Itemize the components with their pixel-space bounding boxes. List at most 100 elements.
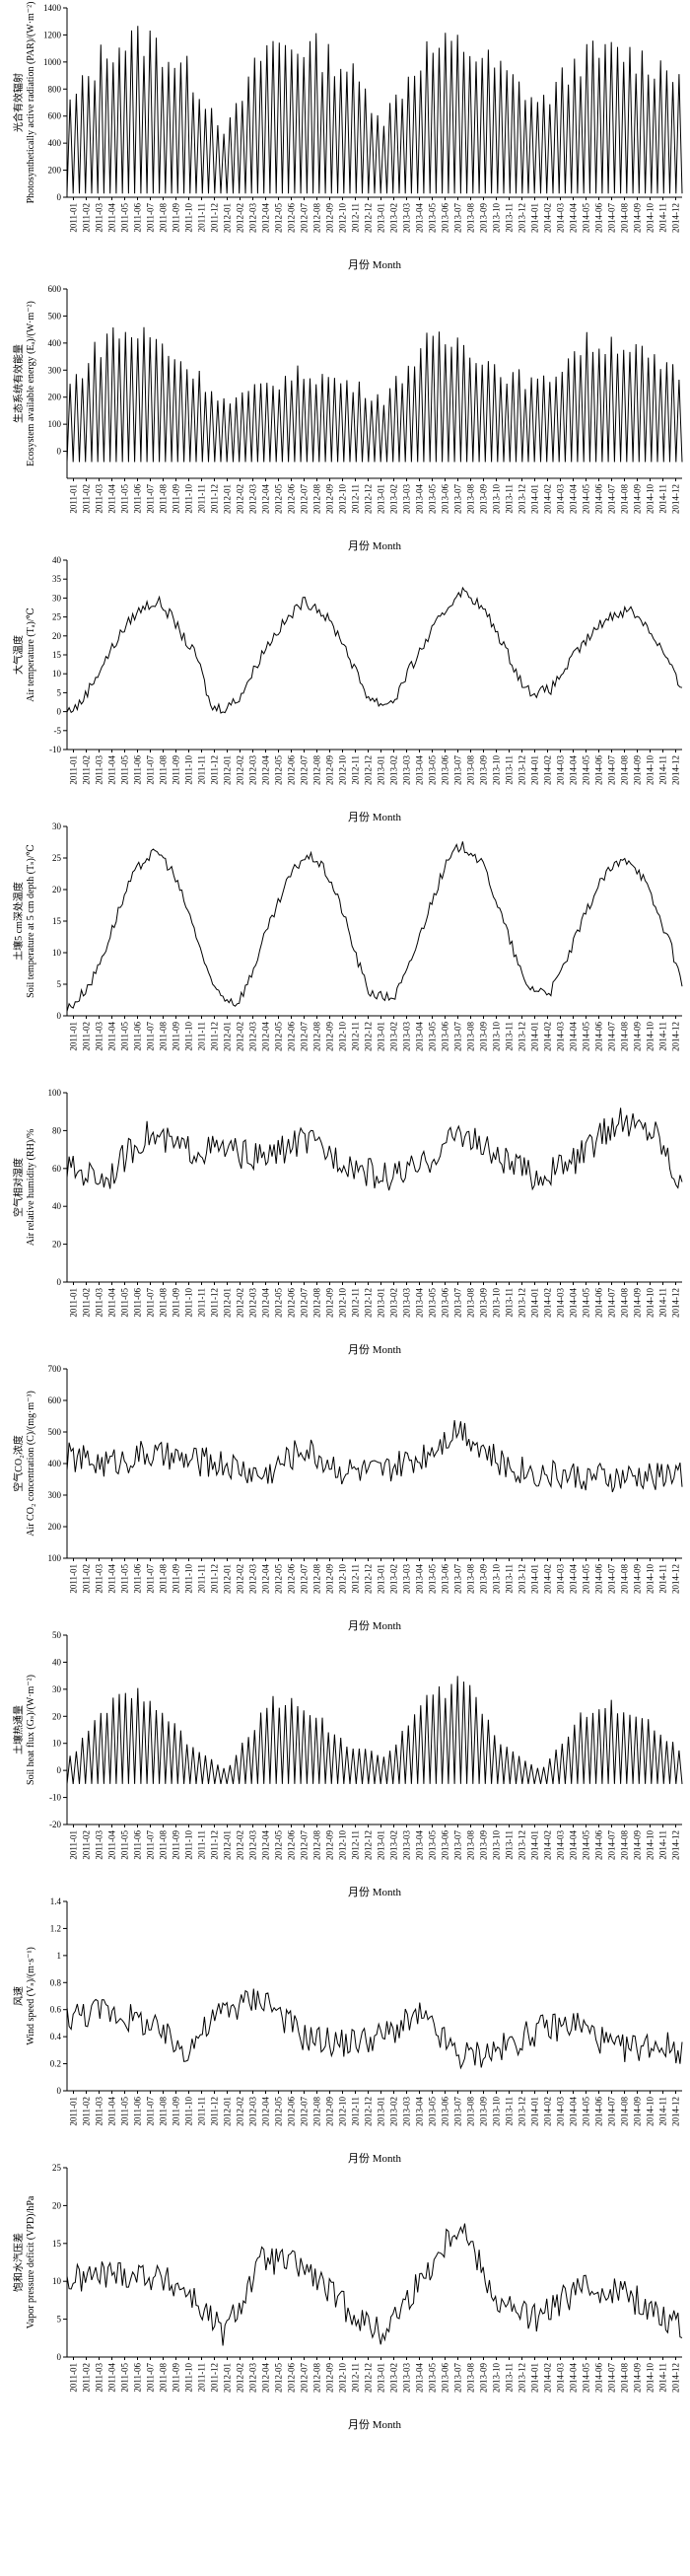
y-tick-label: 15 [52,916,62,926]
x-tick-label: 2013-06 [441,1830,450,1860]
x-tick-label: 2014-04 [569,203,579,233]
y-tick-label: 1.4 [50,1896,62,1906]
x-label: 月份 Month [348,258,402,271]
x-tick-label: 2012-09 [325,484,335,514]
x-tick-label: 2011-09 [172,484,181,514]
x-tick-label: 2014-10 [646,203,656,233]
x-tick-label: 2013-08 [466,1564,476,1594]
x-tick-label: 2014-05 [582,203,591,233]
x-tick-label: 2014-06 [594,755,604,785]
x-tick-label: 2011-06 [133,2097,143,2126]
series-line [66,1988,683,2070]
y-tick-label: 600 [48,1395,62,1405]
x-tick-label: 2012-06 [287,1022,297,1051]
x-tick-label: 2012-04 [261,1288,271,1318]
x-tick-label: 2011-11 [197,2097,207,2125]
x-tick-label: 2014-10 [646,484,656,514]
x-tick-label: 2014-11 [658,1022,668,1051]
x-tick-label: 2013-11 [505,1564,515,1594]
y-label-en: Air CO₂ concentration (C)/(mg·m⁻³) [26,1391,36,1537]
x-tick-label: 2011-12 [210,1288,220,1318]
x-tick-label: 2014-10 [646,2363,656,2393]
x-tick-label: 2013-02 [389,755,399,785]
x-tick-label: 2012-09 [325,755,335,785]
x-tick-label: 2014-02 [543,484,553,514]
x-tick-label: 2012-04 [261,1022,271,1051]
x-tick-label: 2014-12 [671,755,681,785]
x-tick-label: 2013-11 [505,755,515,785]
x-tick-label: 2013-10 [492,2097,502,2126]
y-label-en: Ecosystem available energy (Eₐ)/(W·m⁻²) [26,301,36,466]
x-tick-label: 2012-03 [248,755,258,785]
x-tick-label: 2013-05 [428,2097,438,2126]
x-tick-label: 2013-11 [505,2097,515,2126]
x-tick-label: 2014-03 [556,484,566,514]
x-tick-label: 2013-04 [415,1022,425,1051]
x-tick-label: 2011-09 [172,1564,181,1594]
y-tick-label: 20 [52,1240,62,1250]
x-tick-label: 2014-08 [620,2363,630,2393]
y-tick-label: 10 [52,2276,62,2286]
x-tick-label: 2012-01 [223,2097,233,2126]
x-tick-label: 2013-04 [415,203,425,233]
x-tick-label: 2013-05 [428,203,438,233]
x-tick-label: 2013-11 [505,484,515,514]
x-tick-label: 2014-08 [620,755,630,785]
x-tick-label: 2013-02 [389,1288,399,1318]
x-tick-label: 2011-08 [159,1288,169,1318]
x-tick-label: 2011-10 [184,1022,194,1051]
x-tick-label: 2012-04 [261,203,271,233]
x-tick-label: 2014-11 [658,755,668,785]
y-tick-label: 0.2 [50,2059,61,2069]
x-tick-label: 2012-08 [312,203,322,233]
x-tick-label: 2012-03 [248,1022,258,1051]
chart-panel-9: 0 5 10 15 20 25 2011-01 2011-02 2011-03 2011-04 20… [0,2160,690,2436]
x-tick-label: 2011-12 [210,1564,220,1594]
x-tick-label: 2014-02 [543,1830,553,1860]
x-tick-label: 2012-10 [338,203,348,233]
x-tick-label: 2014-06 [594,1288,604,1318]
chart-panel-1: 0 200 400 600 800 1000 1200 1400 2011-01 2011-02 2… [0,0,690,276]
x-tick-label: 2012-11 [351,2363,361,2393]
x-tick-label: 2013-02 [389,484,399,514]
x-tick-label: 2012-04 [261,484,271,514]
x-tick-label: 2014-09 [633,1288,643,1318]
x-tick-label: 2012-06 [287,1564,297,1594]
y-tick-label: 700 [48,1364,62,1374]
x-tick-label: 2011-04 [107,2097,117,2126]
x-tick-label: 2011-02 [82,2363,92,2393]
y-label-cn: 饱和水汽压差 [12,2233,25,2292]
x-tick-label: 2011-08 [159,1022,169,1051]
y-tick-label: 300 [48,365,62,375]
x-tick-label: 2013-04 [415,2363,425,2393]
chart-panel-8: 0 0.2 0.4 0.6 0.8 1 1.2 1.4 2011-01 2011-02 2011-0… [0,1894,690,2170]
x-tick-label: 2011-07 [146,755,156,785]
x-tick-label: 2014-06 [594,1022,604,1051]
y-label-en: Soil heat flux (Gₛ)/(W·m⁻²) [26,1675,36,1785]
x-tick-label: 2011-06 [133,1022,143,1051]
x-tick-label: 2013-02 [389,2363,399,2393]
y-tick-label: 0 [57,1277,62,1287]
y-label-cn: 空气相对湿度 [12,1158,25,1217]
x-tick-label: 2011-05 [120,1022,130,1051]
x-tick-label: 2011-02 [82,1288,92,1318]
x-tick-label: 2013-01 [377,1022,386,1051]
x-tick-label: 2011-02 [82,203,92,233]
x-tick-label: 2011-07 [146,1830,156,1860]
x-tick-label: 2011-10 [184,2097,194,2126]
x-tick-label: 2013-10 [492,203,502,233]
series-line [66,841,683,1012]
y-label-cn: 土壤5 cm深处温度 [12,882,25,961]
x-tick-label: 2012-03 [248,203,258,233]
x-tick-label: 2011-12 [210,1022,220,1051]
x-tick-label: 2014-07 [607,2363,617,2393]
x-tick-label: 2013-01 [377,484,386,514]
x-tick-label: 2014-02 [543,755,553,785]
x-tick-label: 2013-05 [428,1830,438,1860]
y-label-en: Vapor pressure deficit (VPD)/hPa [26,2195,36,2328]
x-tick-label: 2012-03 [248,1564,258,1594]
x-tick-label: 2014-01 [530,203,540,233]
x-tick-label: 2013-10 [492,1022,502,1051]
